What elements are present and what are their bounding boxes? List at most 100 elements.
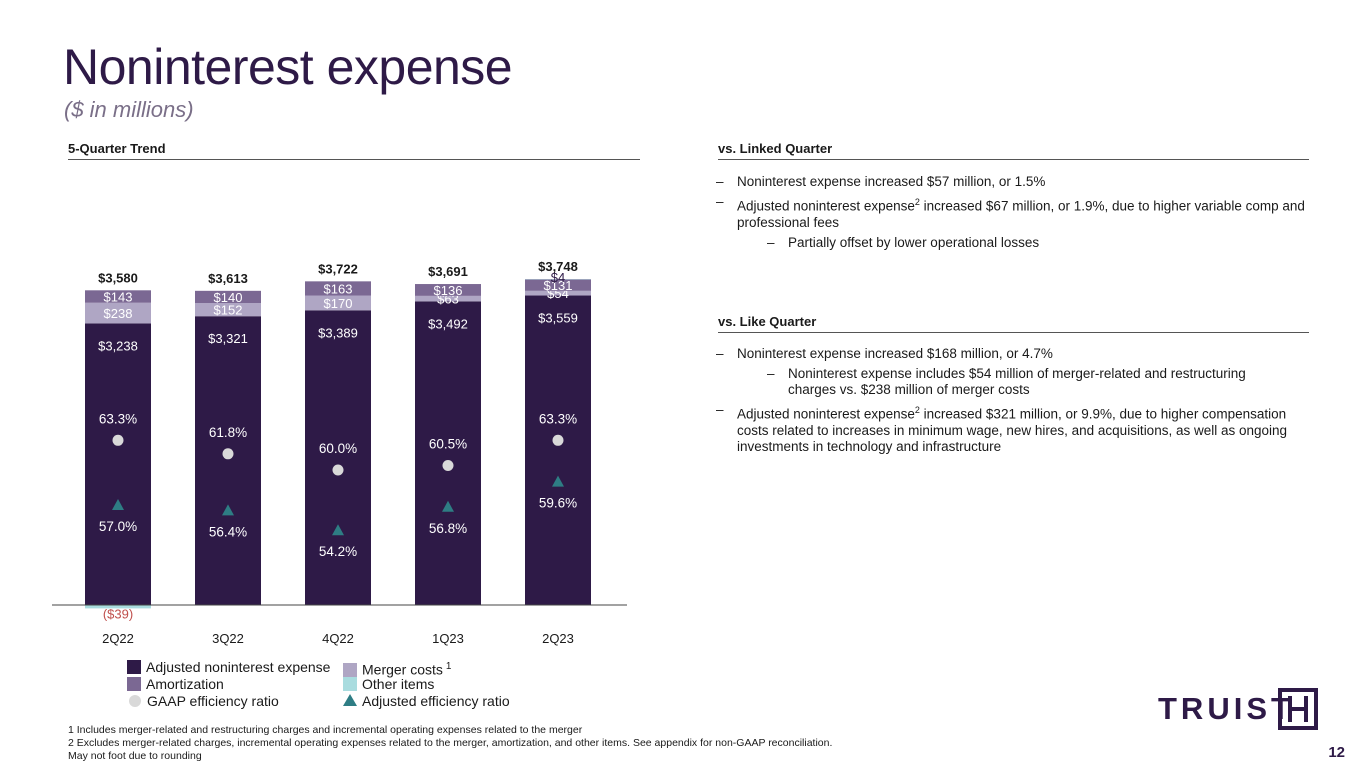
- merger-costs-bar: [525, 290, 591, 296]
- like-bullet-2: – Noninterest expense includes $54 millio…: [706, 366, 1316, 398]
- adjusted-ratio-label: 54.2%: [319, 544, 357, 559]
- legend-label: Adjusted efficiency ratio: [362, 693, 510, 709]
- bullet-text: increased $321 million, or 9.9%, due to …: [737, 406, 1288, 454]
- linked-quarter-bullets: – Noninterest expense increased $57 milli…: [706, 174, 1316, 255]
- logo-text: TRUIST: [1158, 691, 1294, 726]
- adjusted-expense-bar: [195, 316, 261, 605]
- adjusted-ratio-marker: [442, 500, 454, 512]
- bullet-dash: –: [767, 366, 775, 381]
- legend-amortization: Amortization: [127, 675, 224, 693]
- amortization-label: $143: [104, 290, 133, 305]
- gaap-ratio-marker: [552, 434, 564, 446]
- legend-label: Adjusted noninterest expense: [146, 659, 331, 675]
- bullet-dash: –: [716, 346, 724, 361]
- legend-label: GAAP efficiency ratio: [147, 693, 279, 709]
- total-label: $3,748: [538, 259, 578, 274]
- adjusted-expense-bar: [305, 310, 371, 605]
- amortization-bar: [525, 279, 591, 291]
- amortization-bar: [85, 290, 151, 303]
- bullet-text: Partially offset by lower operational lo…: [788, 234, 1040, 250]
- bullet-text: Noninterest expense increased $57 millio…: [737, 174, 1046, 189]
- legend-adj-ratio: Adjusted efficiency ratio: [343, 692, 510, 710]
- bullet-text: Noninterest expense includes $54 million…: [788, 366, 1246, 397]
- merger-costs-bar: [415, 295, 481, 302]
- merger-costs-label: $238: [104, 306, 133, 321]
- amortization-label: $163: [324, 281, 353, 296]
- noninterest-expense-chart: $3,238 $238$143 ($39) $3,580 2Q22 63.3% 57.0% $…: [52, 259, 627, 646]
- five-quarter-trend-heading: 5-Quarter Trend: [68, 141, 640, 160]
- adjusted-ratio-marker: [222, 504, 234, 516]
- legend-label: Merger costs: [362, 661, 443, 678]
- linked-quarter-heading: vs. Linked Quarter: [718, 141, 1309, 160]
- like-bullet-3: – Adjusted noninterest expense2 increased…: [706, 402, 1316, 455]
- gaap-ratio-label: 61.8%: [209, 425, 247, 440]
- adjusted-expense-label: $3,321: [208, 331, 248, 346]
- total-label: $3,580: [98, 270, 138, 285]
- amortization-label: $131: [544, 278, 573, 293]
- bullet-dash: –: [767, 234, 775, 250]
- total-label: $3,613: [208, 271, 248, 286]
- truist-logo: TRUIST: [1158, 688, 1323, 730]
- adjusted-ratio-label: 56.4%: [209, 524, 247, 539]
- bullet-text: Adjusted noninterest expense: [737, 406, 915, 422]
- legend-triangle-icon: [343, 694, 357, 706]
- page-title: Noninterest expense: [63, 39, 513, 95]
- adjusted-expense-label: $3,389: [318, 325, 358, 340]
- adjusted-expense-bar: [85, 323, 151, 605]
- adjusted-ratio-marker: [332, 524, 344, 536]
- amortization-bar: [415, 284, 481, 296]
- merger-costs-bar: [305, 295, 371, 311]
- adjusted-expense-bar: [415, 301, 481, 605]
- legend-adjusted: Adjusted noninterest expense: [127, 658, 330, 676]
- truist-mark-icon: [1278, 688, 1318, 730]
- footnotes: 1 Includes merger-related and restructur…: [68, 724, 832, 763]
- adjusted-ratio-label: 57.0%: [99, 519, 137, 534]
- bullet-text: increased $67 million, or 1.9%, due to h…: [737, 198, 1305, 230]
- linked-bullet-3: – Partially offset by lower operational l…: [706, 235, 1316, 251]
- gaap-ratio-marker: [442, 460, 454, 471]
- gaap-ratio-label: 60.0%: [319, 441, 357, 456]
- x-tick-label: 3Q22: [212, 631, 244, 646]
- linked-bullet-2: – Adjusted noninterest expense2 increased…: [706, 194, 1316, 231]
- like-bullet-1: – Noninterest expense increased $168 mill…: [706, 346, 1316, 362]
- legend-label: Other items: [362, 676, 435, 692]
- adjusted-ratio-label: 59.6%: [539, 496, 577, 511]
- other-items-label: $4: [551, 270, 565, 285]
- like-quarter-heading: vs. Like Quarter: [718, 314, 1309, 333]
- page-subtitle: ($ in millions): [64, 97, 194, 122]
- total-label: $3,722: [318, 261, 358, 276]
- linked-bullet-1: – Noninterest expense increased $57 milli…: [706, 174, 1316, 190]
- footnote-marker: 2: [914, 405, 920, 415]
- legend-gaap: GAAP efficiency ratio: [127, 692, 279, 710]
- like-quarter-bullets: – Noninterest expense increased $168 mill…: [706, 346, 1316, 459]
- footnote-1: 1 Includes merger-related and restructur…: [68, 724, 583, 736]
- adjusted-expense-label: $3,238: [98, 338, 138, 353]
- x-tick-label: 1Q23: [432, 631, 464, 646]
- bullet-text: Noninterest expense increased $168 milli…: [737, 346, 1053, 361]
- amortization-bar: [305, 281, 371, 296]
- legend-swatch: [343, 662, 357, 677]
- bullet-dash: –: [716, 402, 724, 417]
- x-tick-label: 2Q23: [542, 631, 574, 646]
- x-tick-label: 4Q22: [322, 631, 354, 646]
- merger-costs-bar: [85, 302, 151, 324]
- merger-costs-label: $152: [214, 303, 243, 318]
- amortization-bar: [195, 290, 261, 303]
- adjusted-expense-label: $3,559: [538, 311, 578, 326]
- legend-label: Amortization: [146, 676, 224, 692]
- gaap-ratio-marker: [332, 464, 344, 476]
- other-items-label: ($39): [103, 606, 133, 621]
- adjusted-expense-label: $3,492: [428, 316, 468, 331]
- footnote-marker: 2: [914, 197, 920, 207]
- bullet-dash: –: [716, 194, 724, 209]
- footnote-3: May not foot due to rounding: [68, 750, 202, 762]
- bullet-text: Adjusted noninterest expense: [737, 198, 915, 214]
- footnote-marker: 1: [445, 661, 452, 672]
- bullet-dash: –: [716, 174, 724, 189]
- x-tick-label: 2Q22: [102, 631, 134, 646]
- gaap-ratio-label: 60.5%: [429, 437, 467, 452]
- legend-swatch: [127, 660, 141, 674]
- amortization-label: $140: [214, 290, 243, 305]
- legend-dot-icon: [129, 695, 141, 707]
- footnote-2: 2 Excludes merger-related charges, incre…: [68, 737, 833, 749]
